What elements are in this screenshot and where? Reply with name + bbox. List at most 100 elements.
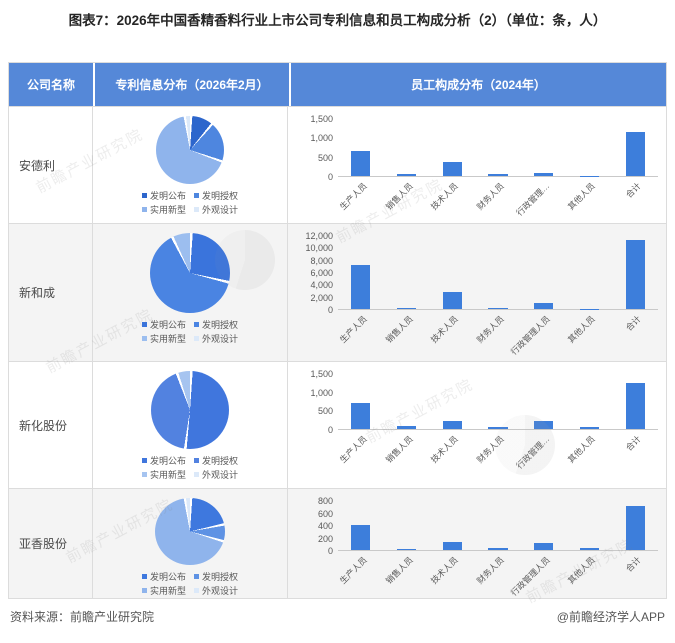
bar (534, 542, 554, 550)
header-company-name: 公司名称 (9, 63, 93, 106)
y-tick-label: 0 (327, 425, 333, 435)
legend-label: 发明授权 (202, 320, 239, 330)
legend-item: 发明授权 (194, 320, 238, 330)
legend-item: 发明公布 (141, 572, 186, 582)
y-tick-label: 6,000 (310, 268, 333, 278)
bar (396, 426, 417, 429)
pie-chart (150, 233, 230, 313)
legend-label: 实用新型 (149, 205, 186, 215)
bar (351, 265, 371, 309)
x-tick-label: 合计 (623, 313, 643, 333)
bar (579, 547, 600, 550)
legend-item: 发明授权 (194, 191, 238, 201)
x-tick-label: 财务人员 (474, 313, 506, 345)
bar (396, 308, 417, 309)
legend-swatch-icon (141, 322, 147, 327)
legend-swatch-icon (141, 574, 147, 579)
bar (488, 174, 508, 176)
legend-label: 外观设计 (202, 470, 239, 480)
legend-swatch-icon (194, 193, 199, 198)
plot-area (338, 236, 658, 310)
legend-item: 发明公布 (141, 191, 186, 201)
x-tick-label: 销售人员 (383, 433, 415, 465)
bar-chart: 0 2,000 4,000 6,000 8,000 10,000 12,000 生产人员 销售… (292, 231, 658, 360)
bar (442, 161, 462, 176)
x-tick-label: 销售人员 (383, 313, 415, 345)
x-tick-label: 合计 (623, 554, 643, 574)
y-tick-label: 0 (327, 172, 333, 182)
bar (488, 427, 508, 429)
bar (351, 151, 371, 176)
x-tick-label: 其他人员 (566, 180, 598, 212)
pie-legend: 发明公布 发明授权 实用新型 外观设计 (138, 570, 242, 598)
x-tick-label: 技术人员 (428, 433, 461, 465)
y-axis: 0 200 400 600 800 (292, 496, 338, 556)
legend-label: 外观设计 (202, 334, 239, 344)
company-name: 新和成 (9, 224, 93, 361)
legend-label: 发明公布 (149, 572, 186, 582)
plot-area (338, 501, 658, 551)
x-tick-label: 财务人员 (474, 433, 506, 465)
x-tick-label: 生产人员 (337, 554, 369, 586)
x-tick-label: 技术人员 (428, 180, 461, 212)
bar (396, 548, 417, 550)
legend-label: 发明授权 (202, 456, 239, 466)
legend-label: 外观设计 (202, 586, 239, 596)
x-tick-label: 财务人员 (474, 180, 506, 212)
bar (442, 542, 462, 550)
x-tick-label: 其他人员 (566, 313, 598, 345)
x-axis-labels: 生产人员 销售人员 技术人员 财务人员 行政管理… 其他人员 合计 (338, 430, 658, 482)
y-axis: 0 500 1,000 1,500 (292, 369, 338, 435)
x-tick-label: 生产人员 (337, 180, 369, 212)
bar (488, 548, 508, 550)
employee-bar-cell: 0 500 1,000 1,500 生产人员 销售人员 技术人员 财务人员 行政管理… 其他人员… (288, 362, 666, 488)
legend-label: 实用新型 (149, 334, 186, 344)
patent-pie-cell: 发明公布 发明授权 实用新型 外观设计 (93, 489, 288, 598)
pie-legend: 发明公布 发明授权 实用新型 外观设计 (138, 189, 242, 217)
legend-item: 实用新型 (141, 470, 186, 480)
bar (534, 172, 554, 176)
header-employee-distribution: 员工构成分布（2024年） (291, 63, 666, 106)
pie-chart (155, 498, 225, 565)
y-tick-label: 1,500 (310, 369, 333, 379)
employee-bar-cell: 0 200 400 600 800 生产人员 销售人员 技术人员 财务人员 行政管理人员 其他人员… (288, 489, 666, 598)
y-tick-label: 600 (317, 508, 333, 519)
footer: 资料来源：前瞻产业研究院 @前瞻经济学人APP (10, 608, 665, 625)
bar (351, 524, 371, 550)
pie-legend: 发明公布 发明授权 实用新型 外观设计 (138, 454, 242, 482)
bar (396, 174, 417, 176)
y-tick-label: 0 (327, 305, 333, 315)
legend-swatch-icon (194, 472, 199, 477)
y-tick-label: 1,000 (310, 387, 333, 398)
legend-item: 实用新型 (141, 334, 186, 344)
source-note: 资料来源：前瞻产业研究院 (10, 610, 155, 624)
credit-note: @前瞻经济学人APP (556, 610, 665, 624)
y-tick-label: 1,500 (310, 114, 333, 124)
legend-item: 发明授权 (194, 456, 238, 466)
legend-swatch-icon (194, 207, 199, 212)
company-name: 新化股份 (9, 362, 93, 488)
table-row: 安德利 发明公布 发明授权 实用新型 外观设计 0 500 1,000 1,500 生产人员… (9, 106, 666, 223)
table-row: 亚香股份 发明公布 发明授权 实用新型 外观设计 0 200 400 600 800 生产人员… (9, 488, 666, 598)
legend-item: 外观设计 (194, 470, 238, 480)
bar (625, 132, 645, 176)
legend-item: 发明授权 (194, 572, 238, 582)
x-tick-label: 其他人员 (566, 433, 598, 465)
bar-chart: 0 500 1,000 1,500 生产人员 销售人员 技术人员 财务人员 行政管理… 其他人员… (292, 369, 658, 482)
legend-label: 发明公布 (149, 191, 186, 201)
bar (579, 427, 600, 429)
legend-label: 发明授权 (202, 572, 239, 582)
y-axis: 0 500 1,000 1,500 (292, 114, 338, 182)
x-axis-labels: 生产人员 销售人员 技术人员 财务人员 行政管理人员 其他人员 合计 (338, 310, 658, 360)
legend-swatch-icon (141, 588, 147, 593)
bar (351, 403, 371, 429)
data-table: 公司名称 专利信息分布（2026年2月） 员工构成分布（2024年） 安德利 发… (8, 62, 667, 599)
bar (488, 308, 508, 309)
y-tick-label: 8,000 (310, 255, 333, 266)
table-header: 公司名称 专利信息分布（2026年2月） 员工构成分布（2024年） (9, 63, 666, 106)
legend-item: 外观设计 (194, 334, 238, 344)
legend-swatch-icon (141, 207, 147, 212)
y-tick-label: 0 (327, 546, 333, 556)
patent-pie-cell: 发明公布 发明授权 实用新型 外观设计 (93, 224, 288, 361)
legend-label: 外观设计 (202, 205, 239, 215)
